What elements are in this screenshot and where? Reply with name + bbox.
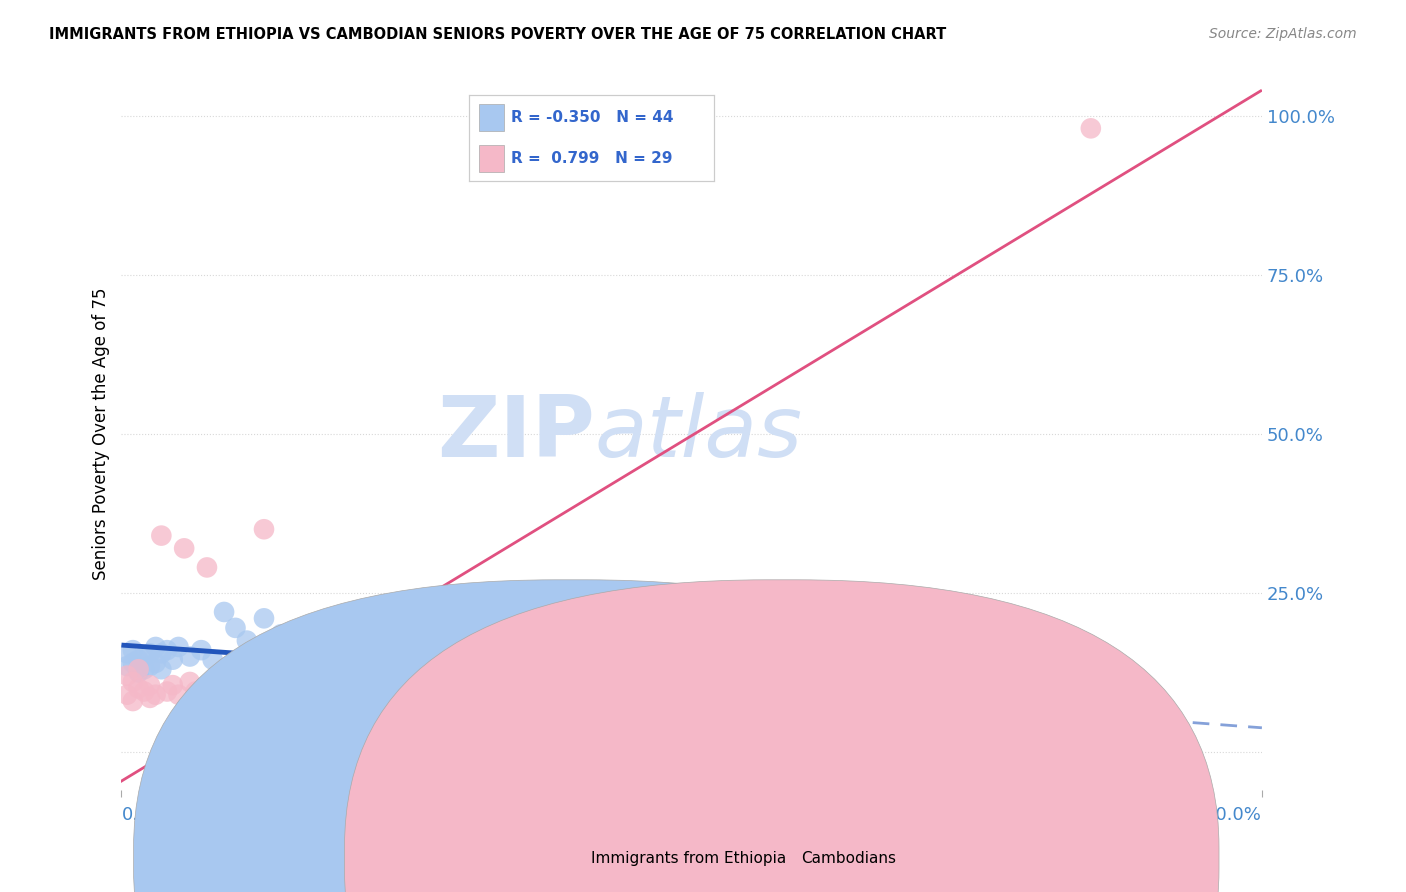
Point xyxy=(567,704,589,718)
Point xyxy=(162,653,184,667)
Point xyxy=(139,646,162,660)
Text: ZIP: ZIP xyxy=(437,392,595,475)
Point xyxy=(121,656,143,670)
Point xyxy=(184,684,207,698)
Point xyxy=(395,688,418,702)
Text: atlas: atlas xyxy=(595,392,803,475)
Point xyxy=(218,675,240,690)
Text: Immigrants from Ethiopia: Immigrants from Ethiopia xyxy=(591,852,786,866)
Point xyxy=(270,627,292,641)
Point xyxy=(423,633,446,648)
Point xyxy=(173,541,195,556)
Point xyxy=(121,694,143,708)
Point xyxy=(195,560,218,574)
Point xyxy=(145,656,167,670)
Point xyxy=(139,690,162,705)
Point xyxy=(134,662,156,676)
Point xyxy=(880,688,903,702)
Point xyxy=(139,678,162,692)
Point xyxy=(339,690,361,705)
Text: IMMIGRANTS FROM ETHIOPIA VS CAMBODIAN SENIORS POVERTY OVER THE AGE OF 75 CORRELA: IMMIGRANTS FROM ETHIOPIA VS CAMBODIAN SE… xyxy=(49,27,946,42)
Point xyxy=(481,646,503,660)
Point xyxy=(201,653,224,667)
Point xyxy=(270,688,292,702)
Point xyxy=(281,640,304,654)
Point xyxy=(121,643,143,657)
Point xyxy=(236,633,259,648)
Text: 0.0%: 0.0% xyxy=(121,806,167,824)
Point xyxy=(538,653,561,667)
Point xyxy=(179,649,201,664)
Point xyxy=(128,653,150,667)
Point xyxy=(766,675,789,690)
Point xyxy=(384,637,406,651)
Point xyxy=(652,662,675,676)
Text: Cambodians: Cambodians xyxy=(801,852,897,866)
Point xyxy=(167,688,190,702)
Text: 20.0%: 20.0% xyxy=(1205,806,1263,824)
Point xyxy=(212,605,235,619)
Point xyxy=(150,528,173,542)
Point xyxy=(145,640,167,654)
Point xyxy=(1022,698,1045,712)
Point xyxy=(350,627,373,641)
Point xyxy=(115,688,138,702)
Point xyxy=(367,621,389,635)
Point xyxy=(121,675,143,690)
Point xyxy=(309,617,332,632)
Point xyxy=(207,688,229,702)
Point xyxy=(190,643,212,657)
Text: Source: ZipAtlas.com: Source: ZipAtlas.com xyxy=(1209,27,1357,41)
Point xyxy=(326,633,349,648)
Point xyxy=(134,684,156,698)
Point xyxy=(128,681,150,696)
Point xyxy=(145,688,167,702)
Point xyxy=(115,659,138,673)
Point xyxy=(1080,121,1102,136)
Point xyxy=(253,611,276,625)
Point xyxy=(156,684,179,698)
Point xyxy=(134,649,156,664)
Point xyxy=(139,659,162,673)
Point xyxy=(115,668,138,682)
Point xyxy=(128,665,150,680)
Point xyxy=(709,668,731,682)
Point xyxy=(156,643,179,657)
Point xyxy=(128,662,150,676)
Point xyxy=(253,522,276,536)
Point xyxy=(150,662,173,676)
Point xyxy=(115,646,138,660)
Point xyxy=(162,678,184,692)
Point xyxy=(309,684,332,698)
Point xyxy=(453,694,475,708)
Point xyxy=(150,646,173,660)
Point xyxy=(453,643,475,657)
Point xyxy=(339,615,361,629)
Point xyxy=(179,675,201,690)
Point xyxy=(224,621,246,635)
Point xyxy=(231,681,253,696)
Y-axis label: Seniors Poverty Over the Age of 75: Seniors Poverty Over the Age of 75 xyxy=(93,287,110,580)
Point xyxy=(595,659,617,673)
Point xyxy=(167,640,190,654)
Point xyxy=(395,627,418,641)
Point xyxy=(298,624,321,638)
